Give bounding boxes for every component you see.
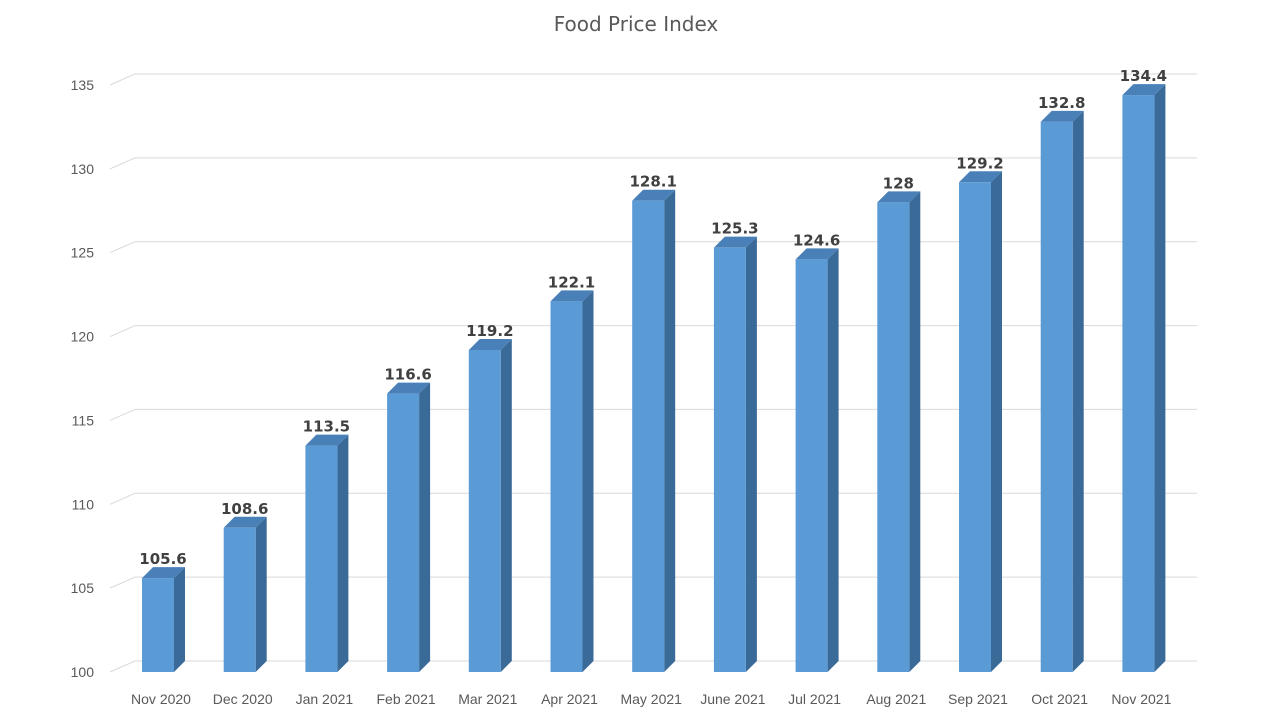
- bar: [550, 290, 594, 672]
- y-tick-label: 120: [71, 329, 95, 345]
- data-label: 116.6: [384, 366, 431, 384]
- x-tick-label: Nov 2020: [131, 691, 191, 707]
- y-tick-label: 100: [71, 664, 95, 680]
- x-tick-label: Nov 2021: [1111, 691, 1171, 707]
- x-tick-label: Mar 2021: [458, 691, 517, 707]
- data-label: 128.1: [629, 173, 676, 191]
- y-tick-label: 130: [71, 161, 95, 177]
- y-tick-label: 125: [71, 245, 95, 261]
- chart-title: Food Price Index: [553, 12, 719, 36]
- x-tick-label: Jul 2021: [788, 691, 841, 707]
- x-tick-label: May 2021: [620, 691, 682, 707]
- bar: [877, 191, 921, 672]
- x-tick-label: Jan 2021: [296, 691, 354, 707]
- bar: [959, 171, 1002, 672]
- y-tick-label: 105: [71, 580, 95, 596]
- bar: [223, 516, 267, 672]
- data-labels: 105.6 108.6 113.5 116.6 119.2 122.1 128.1 125.3…: [139, 67, 1167, 568]
- gridline-edge: [109, 492, 136, 505]
- data-label: 129.2: [956, 154, 1003, 172]
- y-tick-label: 110: [72, 496, 95, 512]
- x-tick-label: Dec 2020: [213, 691, 273, 707]
- bar: [795, 248, 839, 672]
- gridline-edge: [109, 408, 136, 421]
- gridline-edge: [109, 157, 136, 170]
- data-label: 122.1: [548, 273, 595, 291]
- bar: [142, 567, 185, 672]
- data-label: 105.6: [139, 550, 186, 568]
- x-tick-label: Sep 2021: [948, 691, 1008, 707]
- y-axis-ticks: 100 105 110 115 120 125 130 135: [71, 77, 95, 680]
- bars: [142, 84, 1166, 673]
- bar: [632, 189, 676, 673]
- bar: [468, 338, 512, 672]
- gridline-edge: [109, 325, 136, 338]
- x-axis-ticks: Nov 2020 Dec 2020 Jan 2021 Feb 2021 Mar 2021…: [131, 691, 1172, 707]
- bar: [713, 236, 757, 672]
- x-tick-label: Aug 2021: [866, 691, 926, 707]
- gridline-edge: [109, 73, 136, 86]
- bar: [387, 382, 431, 672]
- bar: [305, 434, 349, 672]
- bar: [1122, 84, 1166, 672]
- x-tick-label: June 2021: [700, 691, 766, 707]
- x-tick-label: Oct 2021: [1031, 691, 1088, 707]
- gridline-edge: [109, 241, 136, 254]
- data-label: 113.5: [303, 418, 350, 436]
- bar: [1040, 110, 1084, 672]
- data-label: 124.6: [793, 231, 840, 249]
- y-tick-label: 115: [72, 412, 95, 428]
- data-label: 108.6: [221, 500, 268, 518]
- data-label: 134.4: [1120, 67, 1167, 85]
- y-tick-label: 135: [71, 77, 95, 93]
- data-label: 132.8: [1038, 94, 1085, 112]
- data-label: 128: [883, 174, 914, 192]
- data-label: 119.2: [466, 322, 513, 340]
- x-tick-label: Feb 2021: [377, 691, 436, 707]
- data-label: 125.3: [711, 220, 758, 238]
- x-tick-label: Apr 2021: [541, 691, 598, 707]
- gridline-edge: [109, 660, 136, 673]
- gridline-edge: [109, 576, 136, 589]
